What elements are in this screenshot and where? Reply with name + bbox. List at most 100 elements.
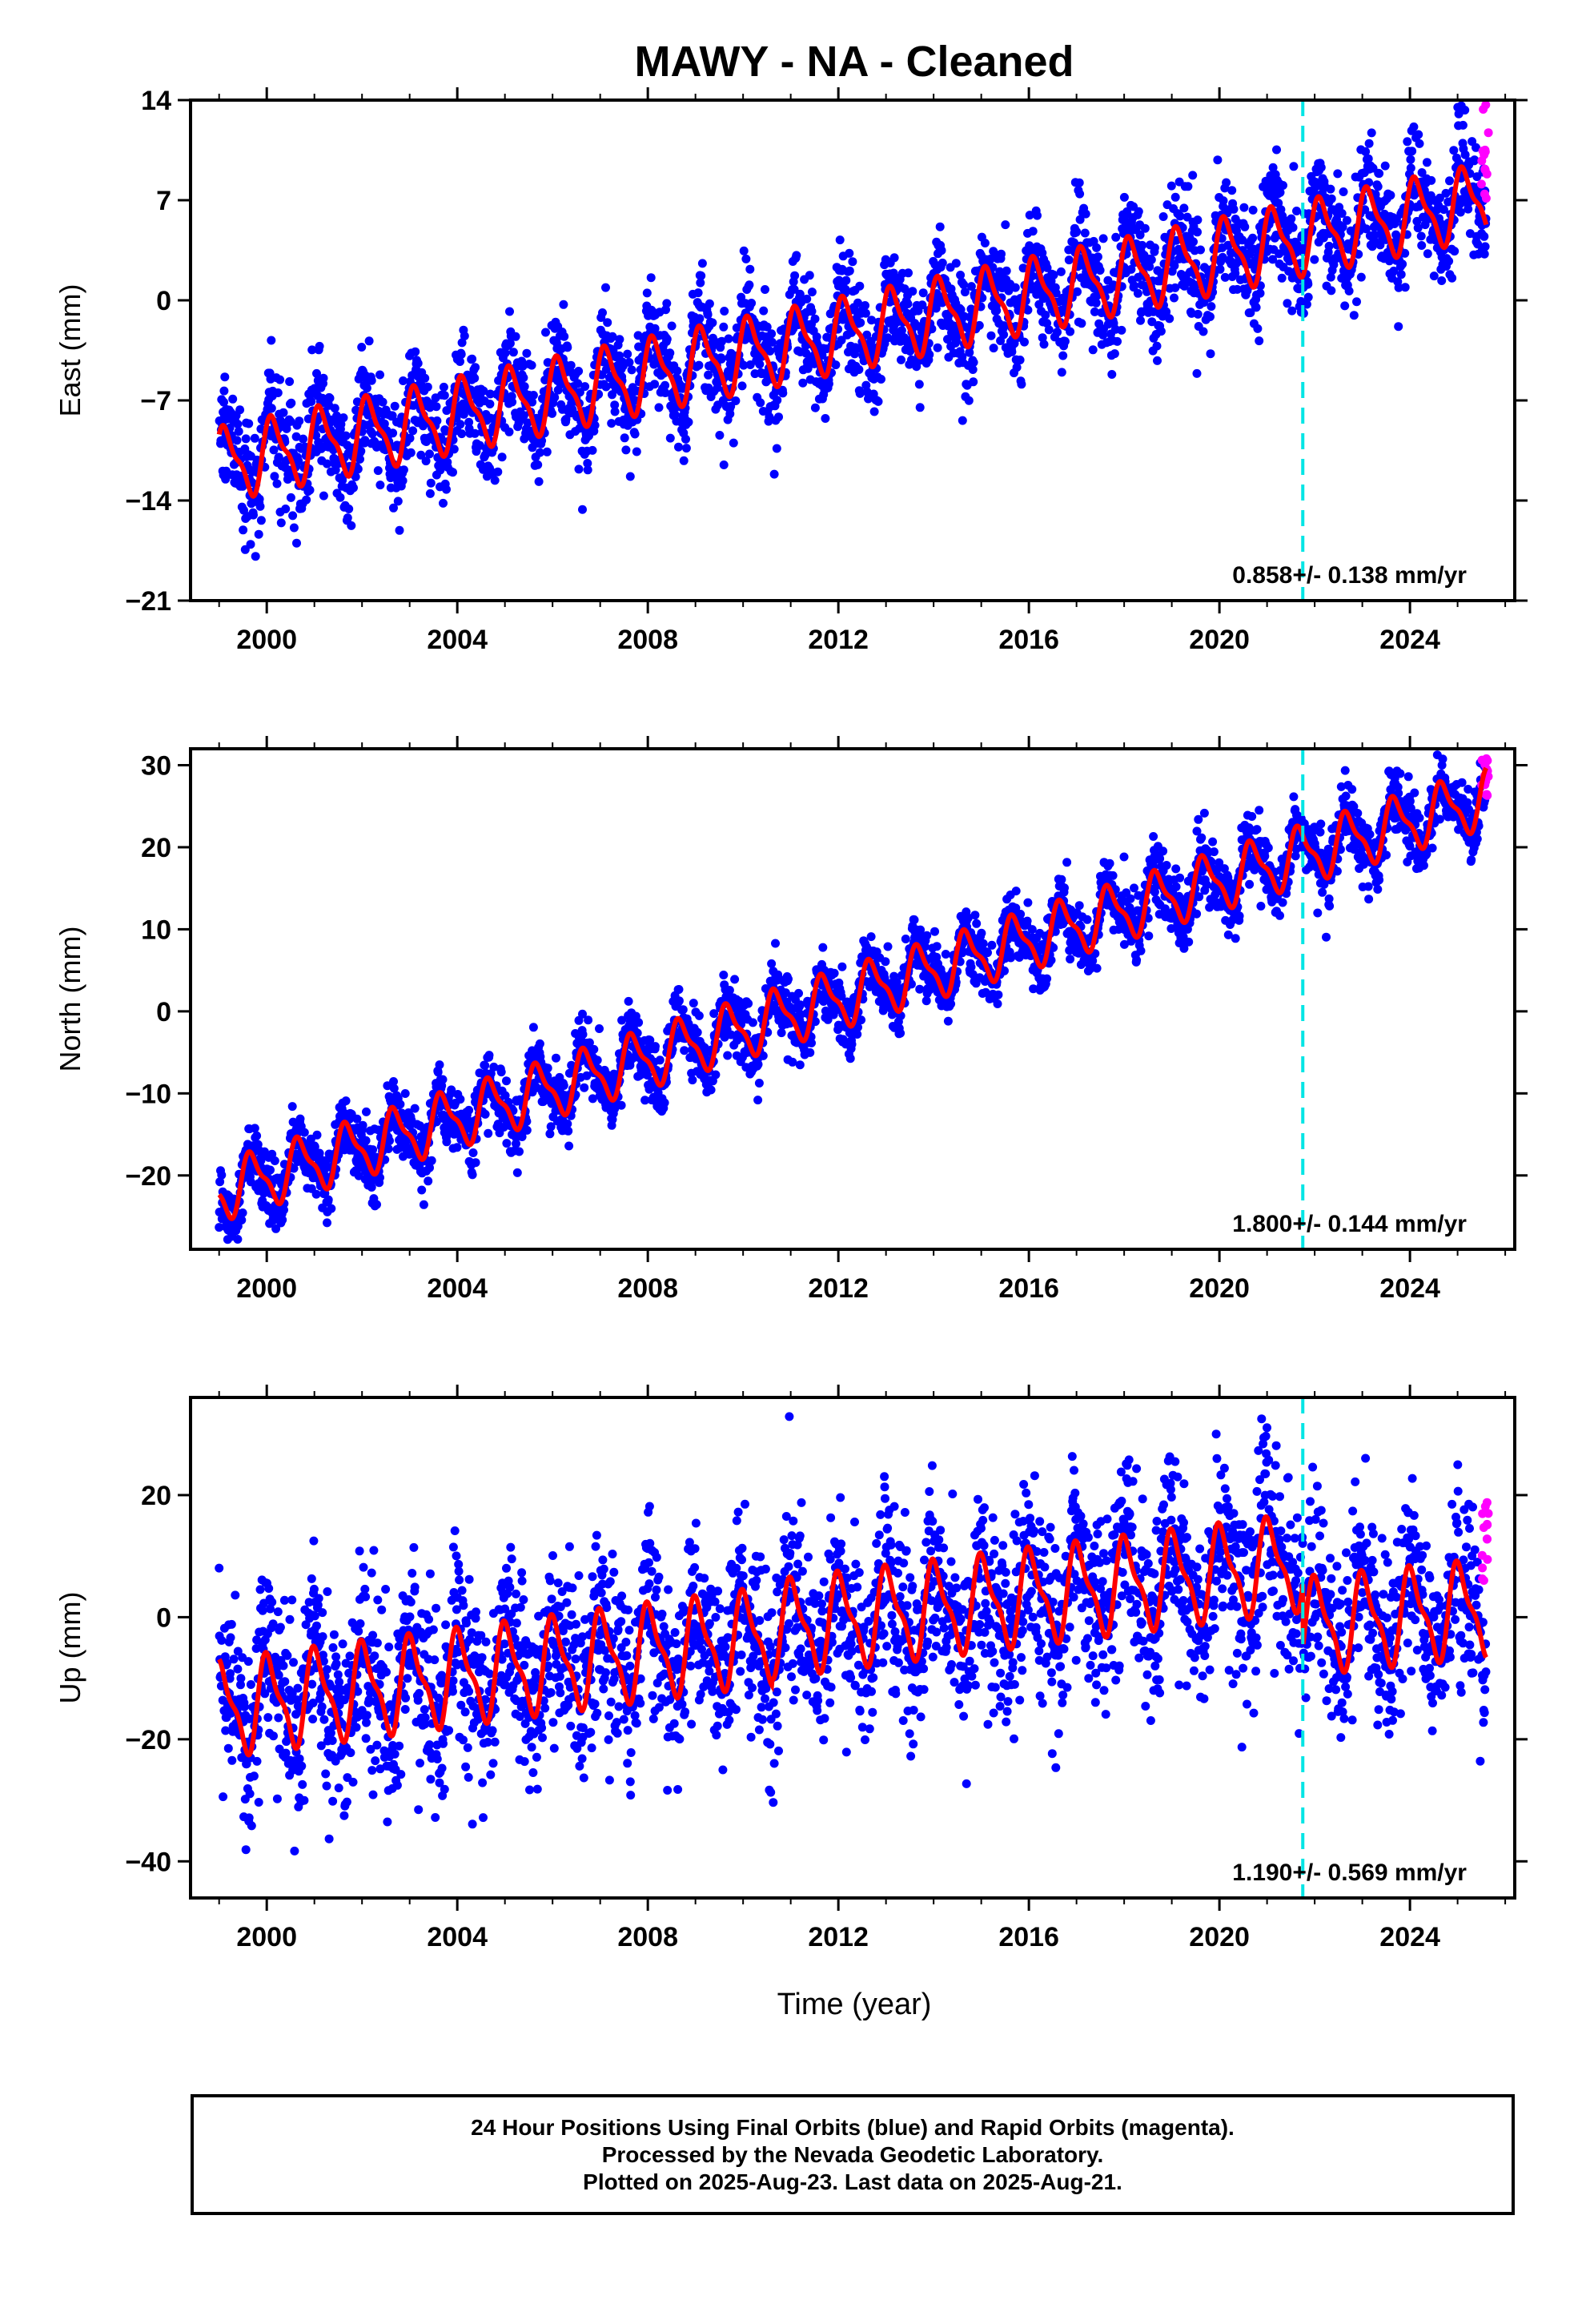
final-point bbox=[1074, 178, 1084, 187]
final-point bbox=[1272, 145, 1281, 155]
final-point bbox=[335, 493, 345, 502]
final-point bbox=[1352, 297, 1361, 307]
final-point bbox=[421, 456, 431, 466]
final-point bbox=[706, 1085, 716, 1095]
final-point bbox=[302, 495, 311, 505]
final-point bbox=[1417, 168, 1427, 177]
final-point bbox=[821, 414, 830, 423]
final-point bbox=[545, 1129, 555, 1139]
final-point bbox=[1020, 337, 1029, 347]
final-point bbox=[1275, 187, 1285, 197]
final-point bbox=[232, 436, 242, 445]
final-point bbox=[1339, 187, 1348, 196]
final-point bbox=[217, 1170, 227, 1180]
final-point bbox=[730, 975, 740, 984]
final-point bbox=[754, 1079, 764, 1088]
final-point bbox=[958, 416, 967, 425]
final-point bbox=[837, 962, 847, 971]
rapid-point bbox=[1480, 164, 1490, 174]
x-tick-label: 2012 bbox=[808, 625, 869, 655]
final-point bbox=[246, 540, 255, 549]
final-point bbox=[470, 428, 480, 438]
final-point bbox=[1049, 270, 1058, 279]
final-point bbox=[956, 305, 966, 315]
final-point bbox=[850, 349, 859, 359]
final-point bbox=[323, 1195, 333, 1204]
final-point bbox=[548, 408, 557, 418]
final-point bbox=[578, 1030, 588, 1039]
final-point bbox=[457, 429, 467, 439]
final-point bbox=[662, 299, 672, 308]
final-point bbox=[299, 434, 308, 444]
final-point bbox=[778, 388, 788, 398]
final-point bbox=[406, 448, 416, 457]
final-point bbox=[679, 456, 689, 465]
final-point bbox=[1223, 240, 1233, 250]
final-point bbox=[307, 345, 317, 355]
final-point bbox=[769, 469, 779, 479]
final-point bbox=[1239, 203, 1249, 212]
final-point bbox=[1041, 310, 1050, 320]
final-point bbox=[798, 378, 808, 388]
final-point bbox=[956, 271, 966, 279]
y-tick-label: −14 bbox=[125, 486, 171, 517]
final-point bbox=[697, 259, 707, 268]
final-point bbox=[674, 442, 683, 452]
final-point bbox=[502, 1139, 512, 1148]
final-point bbox=[439, 498, 448, 508]
final-point bbox=[725, 409, 735, 419]
final-point bbox=[1439, 205, 1448, 215]
final-point bbox=[1170, 293, 1178, 303]
final-point bbox=[1289, 162, 1299, 171]
final-point bbox=[425, 449, 434, 459]
final-point bbox=[1470, 155, 1480, 165]
final-point bbox=[361, 1136, 371, 1145]
final-point bbox=[534, 476, 544, 486]
final-point bbox=[1389, 266, 1399, 275]
final-point bbox=[938, 258, 947, 267]
final-point bbox=[1170, 261, 1179, 271]
final-point bbox=[1407, 147, 1417, 156]
final-point bbox=[502, 1076, 511, 1086]
final-point bbox=[1361, 147, 1371, 156]
final-point bbox=[855, 388, 865, 398]
final-point bbox=[471, 1158, 480, 1168]
final-point bbox=[233, 420, 243, 429]
final-point bbox=[862, 330, 872, 340]
final-point bbox=[295, 1114, 305, 1124]
final-point bbox=[661, 388, 670, 397]
final-point bbox=[642, 288, 652, 298]
final-point bbox=[563, 343, 572, 352]
final-point bbox=[1107, 370, 1117, 379]
final-point bbox=[765, 412, 774, 421]
final-point bbox=[1367, 128, 1376, 138]
final-point bbox=[1183, 182, 1193, 191]
final-point bbox=[1324, 241, 1334, 251]
y-tick-label: 14 bbox=[141, 86, 171, 116]
final-point bbox=[729, 438, 738, 448]
final-point bbox=[287, 1102, 297, 1112]
final-point bbox=[1219, 196, 1228, 206]
final-point bbox=[681, 434, 690, 444]
final-point bbox=[1165, 314, 1174, 324]
final-point bbox=[1057, 368, 1066, 377]
final-point bbox=[909, 915, 919, 925]
final-point bbox=[1001, 220, 1010, 230]
final-point bbox=[234, 427, 243, 436]
final-point bbox=[601, 382, 611, 392]
final-point bbox=[272, 479, 282, 489]
final-point bbox=[251, 552, 260, 561]
final-point bbox=[1423, 249, 1432, 259]
final-point bbox=[239, 525, 248, 535]
final-point bbox=[543, 358, 552, 368]
final-point bbox=[677, 384, 687, 393]
final-point bbox=[399, 376, 408, 385]
final-point bbox=[440, 391, 449, 400]
final-point bbox=[784, 975, 793, 983]
final-point bbox=[574, 1015, 584, 1025]
final-point bbox=[922, 931, 932, 940]
final-point bbox=[771, 939, 780, 948]
final-point bbox=[519, 411, 528, 420]
final-point bbox=[542, 447, 552, 456]
final-point bbox=[250, 433, 259, 443]
